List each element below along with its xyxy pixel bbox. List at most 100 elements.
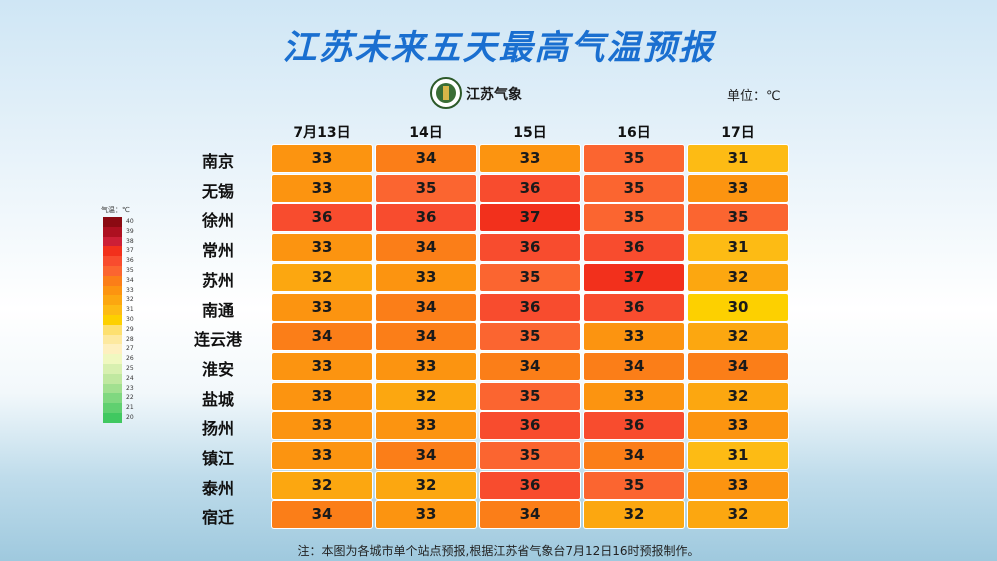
legend-swatch bbox=[103, 305, 122, 315]
legend-label: 25 bbox=[126, 365, 134, 372]
legend-swatch bbox=[103, 315, 122, 325]
legend-label: 30 bbox=[126, 316, 134, 323]
column-header: 17日 bbox=[721, 125, 755, 141]
cell: 33 bbox=[376, 412, 476, 440]
cell: 36 bbox=[480, 471, 580, 499]
city-label: 淮安 bbox=[201, 359, 234, 379]
city-label: 常州 bbox=[201, 241, 234, 261]
cell: 34 bbox=[480, 352, 580, 380]
cell: 33 bbox=[480, 145, 580, 172]
cell: 36 bbox=[376, 204, 476, 232]
cell: 35 bbox=[688, 204, 788, 232]
cell: 35 bbox=[584, 471, 684, 499]
cell: 31 bbox=[688, 145, 788, 172]
legend-label: 31 bbox=[126, 306, 134, 314]
cell: 35 bbox=[480, 263, 580, 291]
cell: 33 bbox=[272, 442, 372, 469]
column-header: 15日 bbox=[513, 125, 547, 141]
unit: 单位：℃ bbox=[727, 89, 781, 104]
legend-swatch bbox=[103, 354, 122, 364]
title: 江苏未来五天最高气温预报 bbox=[282, 28, 715, 68]
cell: 33 bbox=[376, 263, 476, 291]
cell: 33 bbox=[272, 293, 372, 321]
legend-swatch bbox=[103, 275, 122, 286]
legend-swatch bbox=[103, 266, 122, 276]
legend-label: 26 bbox=[126, 355, 134, 363]
cell: 34 bbox=[376, 234, 476, 262]
cell: 36 bbox=[584, 293, 684, 321]
legend-label: 32 bbox=[126, 296, 134, 304]
city-label: 南通 bbox=[201, 300, 234, 320]
legend-swatch bbox=[103, 334, 122, 345]
cell: 33 bbox=[376, 352, 476, 380]
city-label: 扬州 bbox=[201, 419, 234, 439]
legend-swatch bbox=[103, 373, 122, 384]
column-header: 7月13日 bbox=[293, 125, 351, 141]
cell: 33 bbox=[272, 234, 372, 262]
note: 注：本图为各城市单个站点预报,根据江苏省气象台7月12日16时预报制作。 bbox=[297, 544, 700, 558]
cell: 37 bbox=[480, 204, 580, 232]
cell: 34 bbox=[376, 442, 476, 469]
city-label: 南京 bbox=[201, 152, 234, 171]
legend-swatch bbox=[103, 364, 122, 374]
legend-label: 28 bbox=[126, 335, 134, 343]
city-label: 徐州 bbox=[201, 211, 234, 231]
legend-label: 39 bbox=[126, 227, 134, 235]
legend-swatch bbox=[103, 217, 122, 227]
cell: 33 bbox=[584, 382, 684, 410]
legend-label: 20 bbox=[126, 414, 134, 421]
city-label: 连云港 bbox=[193, 330, 242, 350]
cell: 34 bbox=[688, 352, 788, 380]
cell: 33 bbox=[688, 412, 788, 440]
cell: 36 bbox=[480, 412, 580, 440]
cell: 35 bbox=[584, 204, 684, 232]
cell: 32 bbox=[376, 471, 476, 499]
city-label: 无锡 bbox=[201, 181, 234, 201]
legend-swatch bbox=[103, 393, 122, 404]
legend-swatch bbox=[103, 256, 122, 266]
cell: 32 bbox=[376, 382, 476, 410]
cell: 34 bbox=[376, 323, 476, 351]
cell: 33 bbox=[688, 471, 788, 499]
cell: 33 bbox=[376, 501, 476, 529]
legend-label: 23 bbox=[126, 384, 134, 392]
city-label: 镇江 bbox=[201, 449, 234, 468]
legend-label: 34 bbox=[126, 276, 134, 284]
legend-swatch bbox=[103, 246, 122, 257]
legend-label: 24 bbox=[126, 374, 134, 382]
legend-label: 29 bbox=[126, 325, 134, 333]
cell: 33 bbox=[272, 382, 372, 410]
cell: 33 bbox=[272, 352, 372, 380]
legend-swatch bbox=[103, 383, 122, 394]
logo-icon bbox=[430, 77, 462, 109]
cell: 34 bbox=[584, 352, 684, 380]
cell: 35 bbox=[584, 145, 684, 172]
cell: 35 bbox=[376, 174, 476, 202]
cell: 35 bbox=[480, 442, 580, 469]
cell: 37 bbox=[584, 263, 684, 291]
legend-label: 27 bbox=[126, 345, 134, 353]
cell: 30 bbox=[688, 293, 788, 321]
city-label: 宿迁 bbox=[201, 508, 234, 528]
legend-swatch bbox=[103, 226, 122, 237]
column-header: 14日 bbox=[409, 125, 443, 141]
cell: 34 bbox=[584, 442, 684, 469]
cell: 34 bbox=[272, 501, 372, 529]
legend-swatch bbox=[103, 295, 122, 306]
legend-swatch bbox=[103, 324, 122, 335]
legend-label: 33 bbox=[126, 286, 134, 294]
cell: 32 bbox=[688, 263, 788, 291]
cell: 33 bbox=[688, 174, 788, 202]
cell: 35 bbox=[480, 382, 580, 410]
legend-label: 22 bbox=[126, 394, 134, 402]
city-label: 盐城 bbox=[201, 389, 234, 409]
cell: 36 bbox=[480, 174, 580, 202]
legend-label: 36 bbox=[126, 257, 134, 265]
legend-label: 37 bbox=[126, 247, 134, 255]
cell: 36 bbox=[480, 234, 580, 262]
cell: 36 bbox=[480, 293, 580, 321]
city-label: 苏州 bbox=[201, 270, 234, 290]
cell: 31 bbox=[688, 234, 788, 262]
cell: 32 bbox=[688, 382, 788, 410]
